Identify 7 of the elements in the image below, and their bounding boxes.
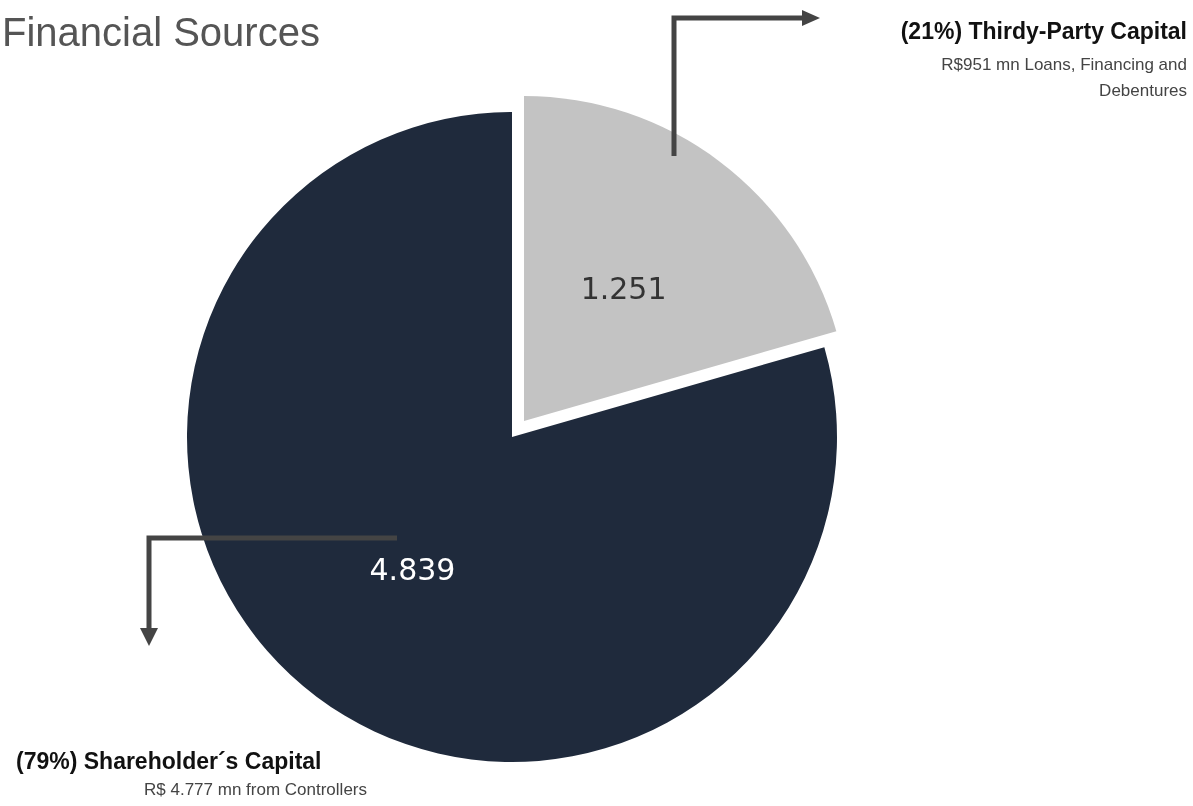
text: R$ 4.777 mn from Controllers	[144, 780, 367, 800]
text: R$951 mn Loans, Financing and Debentures	[940, 54, 1187, 102]
data-label: 4.839	[369, 551, 456, 587]
slice-label: (21%) Thirdy-Party Capital	[900, 18, 1187, 45]
slice-label: (79%) Shareholder´s Capital	[16, 748, 322, 775]
data-label: 1.251	[580, 271, 667, 307]
chart-title: Financial Sources	[2, 10, 320, 55]
